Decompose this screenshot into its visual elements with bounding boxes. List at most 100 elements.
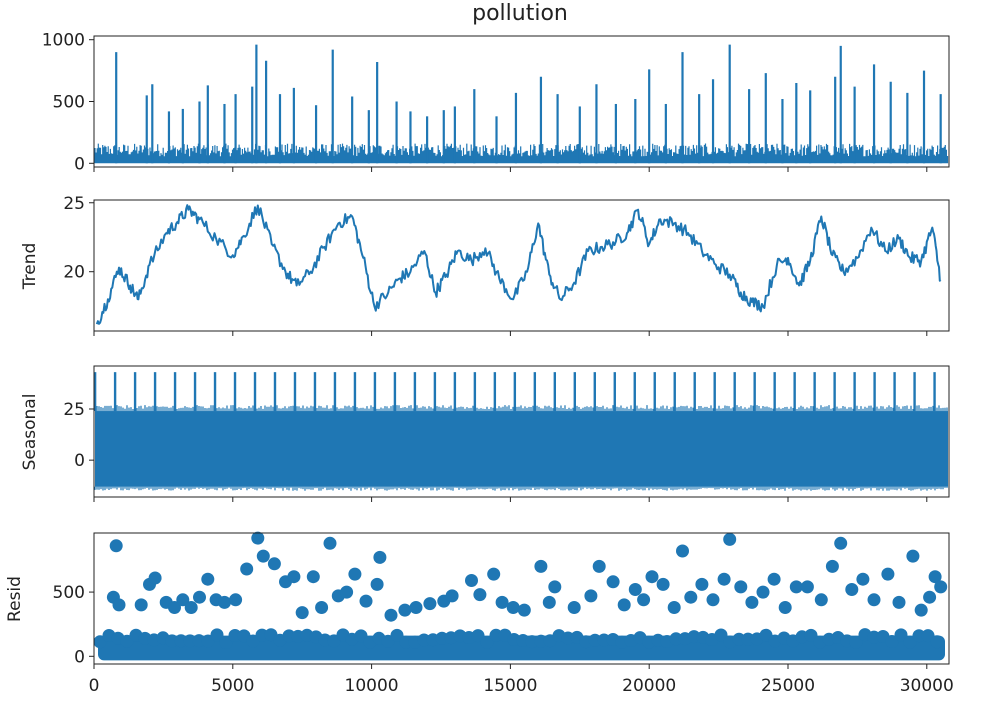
seasonal-ytick-label-1: 25 [63, 400, 85, 420]
seasonal-series [93, 372, 948, 491]
resid-point-73 [856, 572, 870, 586]
resid-point-18 [267, 557, 281, 571]
resid-point-44 [542, 595, 556, 609]
resid-point-40 [495, 595, 509, 609]
resid-point-48 [592, 559, 606, 573]
resid-x-ticks: 0 5000 10000 15000 20000 25000 30000 [89, 664, 954, 696]
resid-point-9 [184, 601, 198, 614]
xtick-label-3: 15000 [483, 676, 537, 696]
xtick-label-6: 30000 [900, 676, 954, 696]
resid-point-16 [251, 531, 265, 545]
resid-point-15 [240, 562, 254, 576]
resid-point-37 [465, 574, 478, 587]
resid-ytick-label-0: 0 [74, 647, 85, 667]
resid-point-32 [398, 603, 412, 617]
resid-point-26 [340, 585, 354, 599]
panel-observed: 0 500 1000 [42, 31, 950, 174]
resid-point-55 [667, 601, 681, 614]
resid-point-7 [168, 601, 181, 614]
resid-point-21 [295, 606, 309, 620]
observed-x-ticks [93, 167, 928, 172]
resid-point-63 [745, 595, 759, 609]
resid-point-67 [789, 580, 803, 594]
resid-point-54 [656, 577, 670, 591]
observed-ytick-label-2: 1000 [42, 31, 85, 51]
resid-point-33 [409, 601, 423, 614]
xtick-label-4: 20000 [622, 676, 676, 696]
resid-point-56 [676, 544, 689, 558]
resid-point-27 [348, 567, 362, 581]
observed-y-ticks: 0 500 1000 [42, 31, 94, 174]
resid-axes-frame [93, 532, 950, 665]
resid-point-30 [373, 550, 387, 564]
resid-point-0 [109, 539, 123, 553]
resid-point-24 [323, 536, 337, 550]
resid-series [93, 531, 948, 661]
resid-y-ticks: 0 500 [53, 583, 94, 667]
resid-point-8 [176, 593, 190, 607]
resid-ylabel: Resid [5, 576, 25, 622]
resid-point-42 [517, 603, 531, 617]
resid-point-81 [934, 580, 948, 594]
xtick-label-1: 5000 [211, 676, 254, 696]
resid-point-43 [534, 559, 548, 573]
resid-point-41 [506, 601, 520, 614]
seasonal-axes-frame [93, 365, 950, 498]
resid-point-38 [473, 588, 487, 602]
resid-point-31 [384, 608, 398, 622]
resid-ytick-label-1: 500 [53, 583, 85, 603]
panel-seasonal: Seasonal 0 25 [20, 365, 950, 502]
xtick-label-2: 10000 [345, 676, 399, 696]
resid-point-76 [892, 595, 906, 609]
resid-point-3 [134, 598, 148, 612]
resid-point-22 [306, 570, 320, 584]
trend-axes-frame [93, 199, 950, 332]
resid-point-65 [767, 572, 781, 586]
resid-point-34 [423, 597, 437, 611]
resid-point-2 [112, 598, 126, 612]
resid-point-53 [645, 570, 659, 584]
resid-point-75 [881, 567, 895, 581]
resid-point-74 [867, 593, 881, 607]
trend-x-ticks [93, 331, 928, 336]
trend-ytick-label-0: 20 [63, 263, 85, 283]
resid-point-17 [256, 549, 270, 563]
resid-point-28 [359, 594, 373, 608]
resid-point-46 [567, 601, 581, 614]
resid-point-51 [628, 583, 642, 596]
resid-point-79 [923, 590, 937, 604]
resid-point-52 [637, 593, 651, 607]
resid-point-71 [834, 536, 848, 550]
resid-point-60 [717, 572, 731, 586]
seasonal-ytick-label-0: 0 [74, 451, 85, 471]
resid-point-80 [928, 570, 942, 584]
resid-point-70 [825, 559, 839, 573]
resid-point-45 [548, 580, 562, 594]
panel-resid: Resid 0 500 0 5000 10000 15000 20000 25000 3000… [5, 531, 954, 696]
seasonal-ylabel: Seasonal [20, 394, 40, 471]
resid-point-39 [487, 567, 501, 581]
resid-point-47 [584, 589, 598, 603]
trend-line [95, 204, 942, 325]
resid-point-64 [756, 585, 770, 599]
resid-point-59 [706, 593, 720, 607]
resid-point-13 [218, 595, 231, 609]
resid-point-20 [287, 570, 301, 584]
resid-point-66 [778, 601, 792, 614]
resid-point-62 [734, 580, 748, 594]
resid-point-49 [606, 575, 620, 589]
seasonal-band [95, 411, 948, 487]
trend-ylabel: Trend [20, 243, 40, 291]
seasonal-y-ticks: 0 25 [63, 400, 94, 471]
observed-ytick-label-1: 500 [53, 93, 85, 113]
seasonal-x-ticks [93, 497, 928, 502]
resid-point-58 [695, 577, 709, 591]
resid-point-77 [906, 549, 920, 563]
trend-series [95, 204, 942, 325]
observed-noise-band [94, 143, 949, 164]
resid-point-5 [148, 571, 162, 585]
resid-point-61 [723, 532, 737, 546]
resid-point-57 [684, 590, 698, 604]
